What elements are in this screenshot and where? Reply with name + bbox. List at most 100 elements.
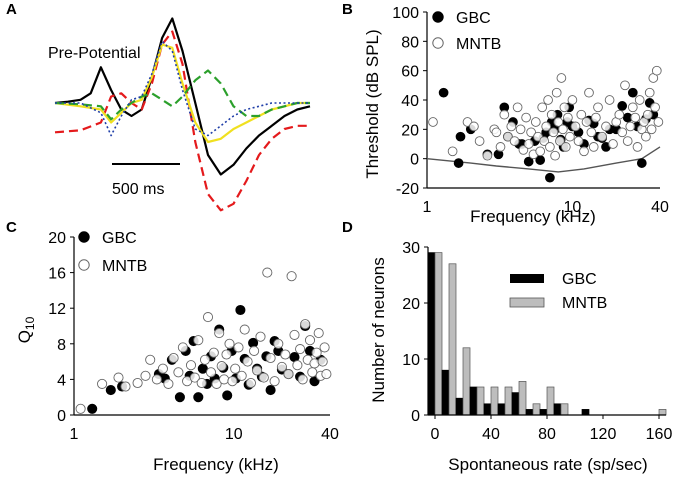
panel-letter-d: D: [342, 219, 353, 236]
point-mntb: [588, 142, 599, 152]
point-mntb: [309, 358, 320, 369]
point-mntb: [151, 374, 162, 385]
panel-b: B Threshold (dB SPL) Frequency (kHz) 1 10…: [342, 1, 669, 226]
point-mntb: [553, 117, 564, 127]
point-mntb: [265, 352, 276, 364]
point-mntb: [193, 335, 204, 346]
point-mntb: [269, 376, 280, 387]
point-mntb: [120, 381, 131, 392]
point-mntb: [558, 124, 568, 135]
legend-b-mntb-marker: [432, 37, 444, 49]
point-mntb: [581, 117, 592, 127]
b-ytick-label: 100: [392, 5, 419, 22]
point-gbc: [455, 131, 466, 142]
ylabel-b: Threshold (dB SPL): [363, 29, 382, 178]
legend-b: GBC MNTB: [432, 10, 501, 53]
b-xtick-label: 1: [423, 199, 432, 216]
bar-mntb: [448, 263, 457, 416]
point-mntb: [644, 87, 655, 98]
point-mntb: [620, 80, 630, 91]
point-gbc: [453, 158, 464, 168]
point-mntb: [297, 374, 308, 385]
point-mntb: [555, 136, 565, 146]
point-mntb: [584, 87, 594, 98]
point-mntb: [211, 378, 222, 389]
b-ytick-label: 0: [410, 152, 419, 169]
panel-a: A Pre-Potential 500 ms: [6, 1, 311, 212]
point-mntb: [230, 363, 241, 374]
point-mntb: [145, 354, 156, 365]
point-mntb: [560, 142, 571, 152]
point-mntb: [550, 150, 560, 161]
point-mntb: [646, 124, 657, 135]
point-mntb: [163, 378, 174, 389]
d-xtick-label: 40: [482, 426, 500, 443]
waveform-green: [54, 69, 310, 121]
point-mntb: [515, 124, 526, 135]
point-mntb: [539, 136, 550, 146]
legend-c-mntb-label: MNTB: [102, 258, 147, 275]
point-mntb: [280, 349, 291, 360]
point-mntb: [205, 367, 217, 378]
bars-d: [427, 252, 667, 416]
point-gbc: [523, 156, 534, 167]
point-mntb: [491, 127, 502, 138]
point-mntb: [543, 95, 553, 105]
ylabel-c: Q10: [15, 316, 37, 343]
point-mntb: [632, 142, 643, 152]
panel-d: D Number of neurons Spontaneous rate (sp…: [342, 219, 672, 474]
point-gbc: [222, 390, 233, 401]
point-mntb: [482, 150, 493, 161]
bar-gbc: [483, 403, 492, 416]
scale-bar-label: 500 ms: [112, 181, 164, 198]
c-xtick-label: 1: [70, 426, 79, 443]
point-mntb: [604, 95, 615, 105]
points-c: [75, 267, 332, 414]
bar-gbc: [581, 409, 590, 416]
bar-mntb: [532, 403, 541, 416]
point-mntb: [233, 342, 244, 353]
panel-letter-c: C: [6, 219, 17, 236]
point-mntb: [311, 347, 322, 358]
point-mntb: [523, 139, 534, 149]
point-mntb: [565, 131, 575, 142]
b-ytick-label: 40: [401, 93, 419, 110]
point-mntb: [650, 102, 660, 113]
point-gbc: [174, 392, 185, 403]
point-mntb: [653, 117, 664, 127]
pre-potential-annotation: Pre-Potential: [48, 45, 141, 62]
ylabel-c-sub: 10: [23, 316, 37, 330]
xlabel-c: Frequency (kHz): [153, 455, 279, 474]
d-ytick-label: 30: [402, 240, 420, 257]
bar-gbc: [553, 403, 562, 416]
axes-b: 1 10 40 -20 0 20 40 60 80 100: [392, 5, 669, 216]
point-gbc: [265, 385, 276, 396]
point-mntb: [255, 331, 266, 342]
point-mntb: [245, 377, 256, 389]
point-mntb: [559, 102, 570, 113]
point-mntb: [601, 121, 611, 132]
point-mntb: [563, 112, 573, 123]
point-mntb: [556, 73, 567, 83]
waveform-lines: [54, 17, 311, 212]
d-ytick-label: 0: [411, 408, 420, 425]
point-mntb: [546, 109, 557, 120]
axes-d: 0 40 80 120 160 0 10 20 30: [402, 240, 672, 443]
bar-gbc: [469, 386, 478, 416]
axes-c: 1 10 40 0 4 8 12 16 20: [48, 230, 339, 443]
point-mntb: [641, 131, 651, 142]
point-mntb: [283, 369, 294, 380]
point-mntb: [622, 136, 633, 146]
c-ytick-label: 12: [48, 301, 66, 318]
point-gbc: [627, 87, 638, 98]
point-gbc: [617, 101, 628, 111]
bar-gbc: [497, 403, 506, 416]
legend-c-gbc-marker: [78, 231, 90, 243]
point-mntb: [224, 338, 235, 349]
point-mntb: [295, 344, 306, 355]
waveform-black: [54, 17, 311, 176]
c-xtick-label: 40: [321, 426, 339, 443]
point-mntb: [307, 367, 318, 378]
point-mntb: [157, 363, 168, 374]
point-mntb: [530, 117, 541, 127]
